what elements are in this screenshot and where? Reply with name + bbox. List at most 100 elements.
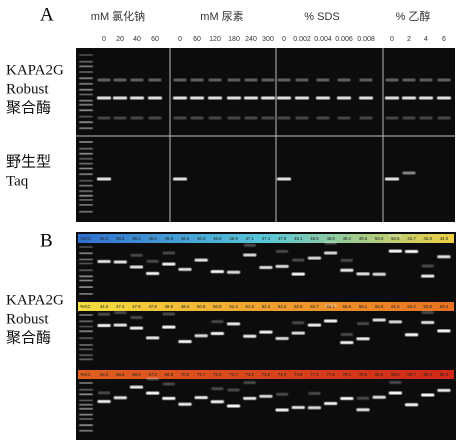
band [372, 395, 386, 399]
band [79, 115, 93, 118]
band [178, 267, 192, 271]
band [162, 396, 176, 400]
lane-label: 0.004 [314, 36, 332, 43]
band [148, 116, 162, 120]
strip-value: 48.4 [181, 304, 190, 309]
strip-value: 80.6 [424, 372, 433, 377]
band [98, 391, 111, 395]
band [79, 418, 93, 420]
band [79, 109, 93, 111]
band [211, 387, 224, 391]
band [356, 337, 370, 341]
band [79, 413, 93, 416]
band [389, 234, 402, 238]
strip-value: 74.9 [294, 372, 303, 377]
row-label: Robust [6, 311, 49, 327]
gradient-strip [78, 302, 454, 311]
strip-value: 77.3 [310, 372, 319, 377]
band [79, 89, 93, 91]
strip-value: 51.6 [246, 304, 255, 309]
band [275, 408, 289, 412]
band [308, 391, 321, 395]
band [277, 177, 291, 181]
band [79, 190, 93, 192]
row-label: 野生型 [6, 153, 51, 170]
band [261, 78, 275, 82]
strip-value: 46.9 [229, 236, 238, 241]
band [359, 96, 373, 100]
band [340, 268, 354, 272]
strip-value: 72.5 [213, 372, 222, 377]
band [190, 116, 204, 120]
band [402, 78, 416, 82]
band [129, 265, 144, 269]
band [208, 78, 222, 82]
band [388, 320, 402, 324]
strip-label: %GC [80, 304, 92, 309]
strip-value: 50.8 [213, 304, 222, 309]
band [356, 408, 370, 412]
band [113, 78, 127, 82]
band [291, 272, 305, 276]
band [340, 332, 353, 336]
strip-value: 44.0 [440, 236, 449, 241]
strip-value: 68.8 [165, 372, 174, 377]
band [277, 96, 291, 100]
band [79, 399, 93, 402]
strip-value: 47.8 [148, 304, 157, 309]
band [227, 78, 241, 82]
band [79, 408, 93, 410]
band [79, 77, 93, 79]
band [79, 61, 93, 63]
band [113, 116, 127, 120]
band [79, 325, 93, 328]
strip-value: 50.5 [197, 304, 206, 309]
band [261, 116, 275, 120]
band [419, 78, 433, 82]
band [385, 177, 399, 181]
band [148, 96, 162, 100]
band [79, 262, 93, 265]
gradient-strip [78, 234, 454, 243]
lane-label: 0.002 [293, 36, 311, 43]
lane-label: 300 [262, 36, 274, 43]
strip-value: 44.0 [100, 304, 109, 309]
band [385, 78, 399, 82]
band [259, 394, 273, 398]
band [359, 116, 373, 120]
strip-value: 46.6 [213, 236, 222, 241]
band [79, 210, 93, 213]
band [227, 116, 241, 120]
band [146, 336, 160, 340]
lane-label: 0 [282, 36, 286, 43]
band [79, 99, 93, 102]
band [162, 325, 176, 329]
band [324, 304, 337, 308]
band [79, 252, 93, 255]
band [97, 116, 111, 120]
band [292, 258, 305, 262]
band [210, 331, 224, 335]
band [244, 96, 258, 100]
band [372, 318, 386, 322]
band [277, 116, 291, 120]
band [337, 116, 351, 120]
band [208, 116, 222, 120]
band [173, 116, 187, 120]
lane-label: 60 [193, 36, 201, 43]
strip-value: 73.6 [262, 372, 271, 377]
panel-label: B [40, 230, 53, 251]
band [146, 259, 159, 263]
band [437, 255, 451, 259]
band [79, 269, 93, 272]
band [162, 251, 175, 255]
band [421, 264, 434, 268]
band [79, 162, 93, 165]
band [402, 96, 416, 100]
band [437, 78, 451, 82]
band [178, 340, 192, 344]
lane-label: 0 [102, 36, 106, 43]
band [340, 341, 354, 345]
band [148, 78, 162, 82]
band [97, 260, 111, 264]
